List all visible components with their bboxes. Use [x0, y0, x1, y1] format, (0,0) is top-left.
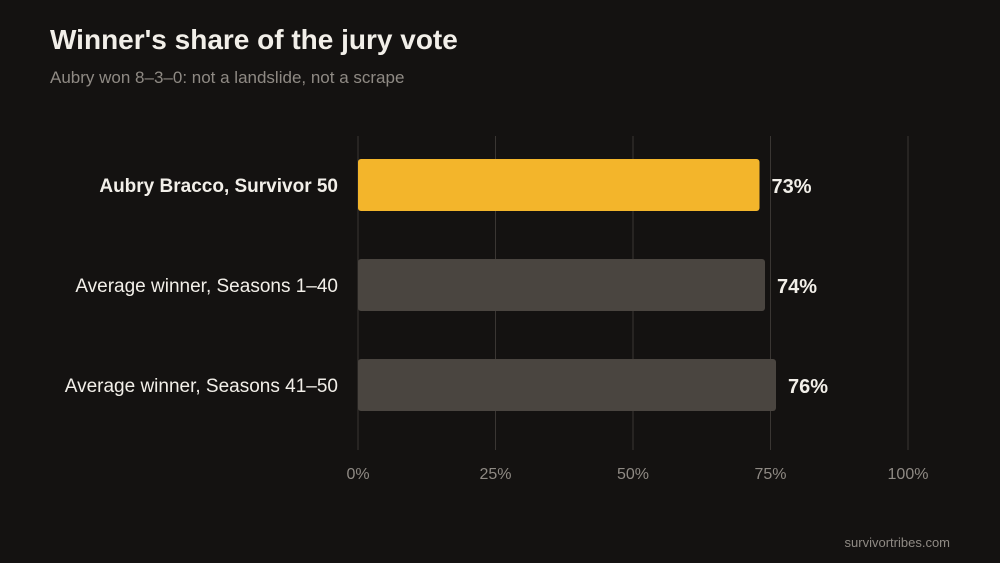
category-label: Aubry Bracco, Survivor 50: [99, 176, 338, 197]
value-label: 74%: [777, 276, 817, 298]
x-tick-label: 100%: [888, 466, 929, 483]
x-tick-label: 0%: [346, 466, 369, 483]
bar: [358, 159, 760, 211]
category-label: Average winner, Seasons 41–50: [65, 376, 338, 397]
value-label: 73%: [772, 176, 812, 198]
x-tick-label: 50%: [617, 466, 649, 483]
value-label: 76%: [788, 376, 828, 398]
bar: [358, 259, 765, 311]
x-tick-label: 75%: [754, 466, 786, 483]
bar: [358, 359, 776, 411]
category-label: Average winner, Seasons 1–40: [75, 276, 338, 297]
chart-subtitle: Aubry won 8–3–0: not a landslide, not a …: [50, 68, 405, 87]
source-credit: survivortribes.com: [844, 535, 950, 550]
chart-title: Winner's share of the jury vote: [50, 24, 458, 55]
x-tick-label: 25%: [479, 466, 511, 483]
